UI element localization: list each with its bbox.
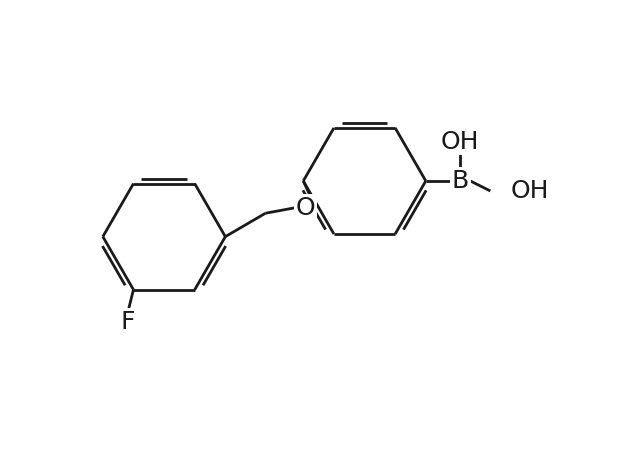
- Text: B: B: [452, 169, 469, 193]
- Text: F: F: [121, 310, 135, 334]
- Text: OH: OH: [441, 130, 479, 154]
- Text: OH: OH: [511, 179, 549, 203]
- Text: O: O: [296, 196, 316, 220]
